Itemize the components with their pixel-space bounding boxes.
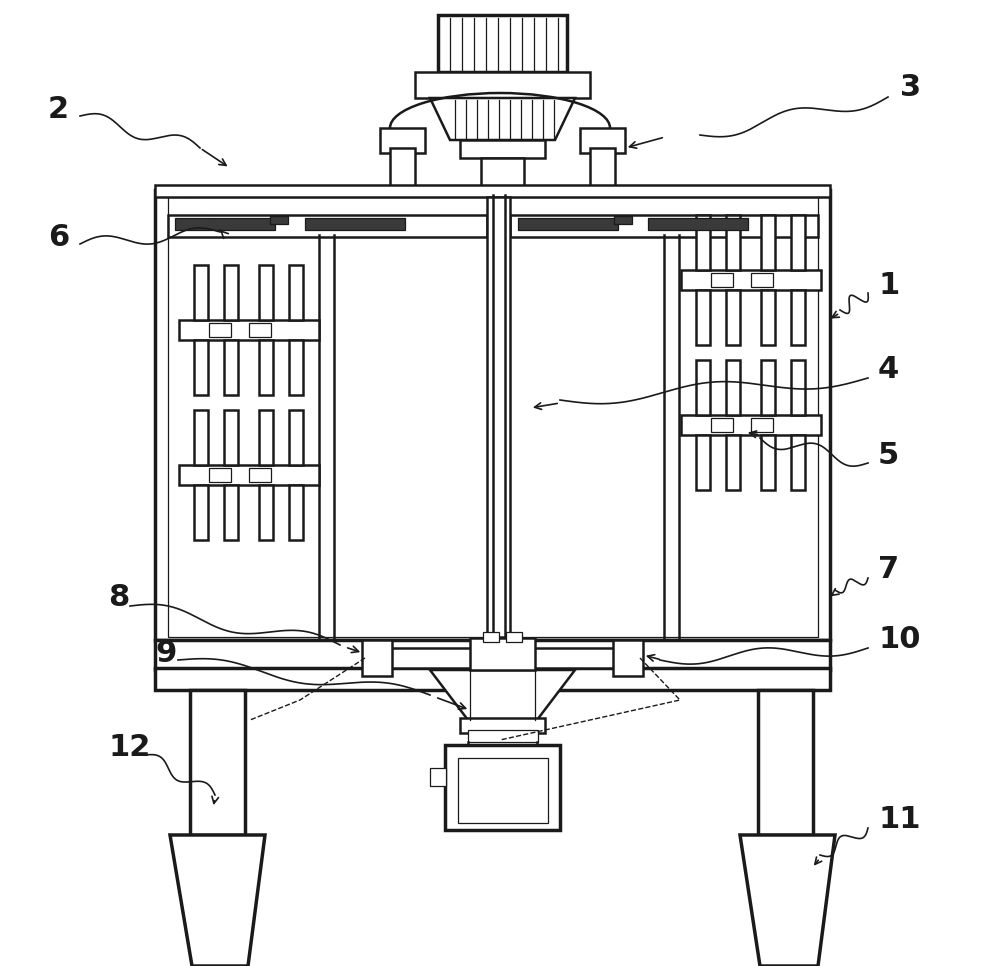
Bar bbox=[726, 215, 740, 270]
Bar bbox=[362, 640, 392, 676]
Bar bbox=[259, 265, 273, 320]
Polygon shape bbox=[170, 835, 265, 966]
Bar bbox=[194, 265, 208, 320]
Bar bbox=[445, 745, 560, 830]
Bar bbox=[726, 435, 740, 490]
Bar bbox=[751, 273, 773, 287]
Text: 5: 5 bbox=[878, 440, 899, 469]
Bar bbox=[190, 690, 245, 835]
Bar bbox=[751, 418, 773, 432]
Bar bbox=[681, 415, 821, 435]
Bar bbox=[305, 218, 405, 230]
Bar bbox=[458, 758, 548, 823]
Bar bbox=[590, 148, 615, 195]
Bar bbox=[761, 360, 775, 415]
Bar bbox=[370, 648, 635, 668]
Bar bbox=[791, 360, 805, 415]
Bar bbox=[518, 218, 618, 230]
Bar bbox=[224, 340, 238, 395]
Bar bbox=[209, 323, 231, 337]
Bar bbox=[259, 410, 273, 465]
Bar bbox=[761, 290, 775, 345]
Bar bbox=[194, 340, 208, 395]
Bar bbox=[224, 485, 238, 540]
Bar bbox=[194, 410, 208, 465]
Bar bbox=[468, 730, 538, 742]
Bar bbox=[681, 270, 821, 290]
Bar bbox=[791, 290, 805, 345]
Bar bbox=[460, 718, 545, 733]
Bar bbox=[179, 465, 319, 485]
Bar bbox=[390, 148, 415, 195]
Text: 10: 10 bbox=[878, 626, 920, 655]
Bar bbox=[726, 290, 740, 345]
Bar bbox=[791, 435, 805, 490]
Bar bbox=[259, 485, 273, 540]
Bar bbox=[430, 768, 446, 786]
Polygon shape bbox=[740, 835, 835, 966]
Bar bbox=[168, 197, 818, 637]
Text: 3: 3 bbox=[900, 73, 921, 102]
Bar bbox=[483, 632, 499, 642]
Bar bbox=[168, 215, 487, 237]
Bar bbox=[209, 468, 231, 482]
Bar bbox=[758, 690, 813, 835]
Polygon shape bbox=[430, 670, 575, 720]
Bar bbox=[648, 218, 748, 230]
Bar bbox=[179, 320, 319, 340]
Bar bbox=[415, 72, 590, 98]
Bar bbox=[224, 265, 238, 320]
Bar bbox=[791, 215, 805, 270]
Bar bbox=[289, 410, 303, 465]
Text: 8: 8 bbox=[108, 583, 129, 612]
Text: 1: 1 bbox=[878, 270, 899, 299]
Polygon shape bbox=[430, 98, 575, 140]
Bar bbox=[289, 485, 303, 540]
Bar bbox=[696, 290, 710, 345]
Text: 12: 12 bbox=[108, 733, 150, 762]
Bar bbox=[194, 485, 208, 540]
Bar bbox=[761, 435, 775, 490]
Bar bbox=[155, 640, 830, 670]
Bar bbox=[696, 360, 710, 415]
Bar bbox=[249, 468, 271, 482]
Bar bbox=[614, 216, 632, 224]
Bar bbox=[438, 15, 567, 72]
Bar bbox=[481, 158, 524, 195]
Bar bbox=[510, 215, 818, 237]
Bar bbox=[613, 640, 643, 676]
Text: 6: 6 bbox=[48, 223, 69, 252]
Bar bbox=[460, 140, 545, 158]
Bar bbox=[380, 128, 425, 153]
Bar bbox=[175, 218, 275, 230]
Bar bbox=[155, 668, 830, 690]
Text: 2: 2 bbox=[48, 96, 69, 125]
Bar bbox=[580, 128, 625, 153]
Bar bbox=[696, 215, 710, 270]
Bar bbox=[270, 216, 288, 224]
Bar bbox=[470, 638, 535, 670]
Bar bbox=[726, 360, 740, 415]
Bar bbox=[155, 190, 830, 640]
Bar bbox=[711, 418, 733, 432]
Bar bbox=[224, 410, 238, 465]
Bar bbox=[155, 185, 830, 197]
Bar bbox=[289, 340, 303, 395]
Bar bbox=[711, 273, 733, 287]
Bar bbox=[506, 632, 522, 642]
Bar bbox=[696, 435, 710, 490]
Text: 11: 11 bbox=[878, 806, 920, 835]
Bar bbox=[289, 265, 303, 320]
Bar bbox=[259, 340, 273, 395]
Text: 7: 7 bbox=[878, 555, 899, 584]
Bar bbox=[761, 215, 775, 270]
Bar bbox=[487, 197, 510, 637]
Text: 9: 9 bbox=[155, 639, 176, 668]
Text: 4: 4 bbox=[878, 355, 899, 384]
Bar bbox=[249, 323, 271, 337]
